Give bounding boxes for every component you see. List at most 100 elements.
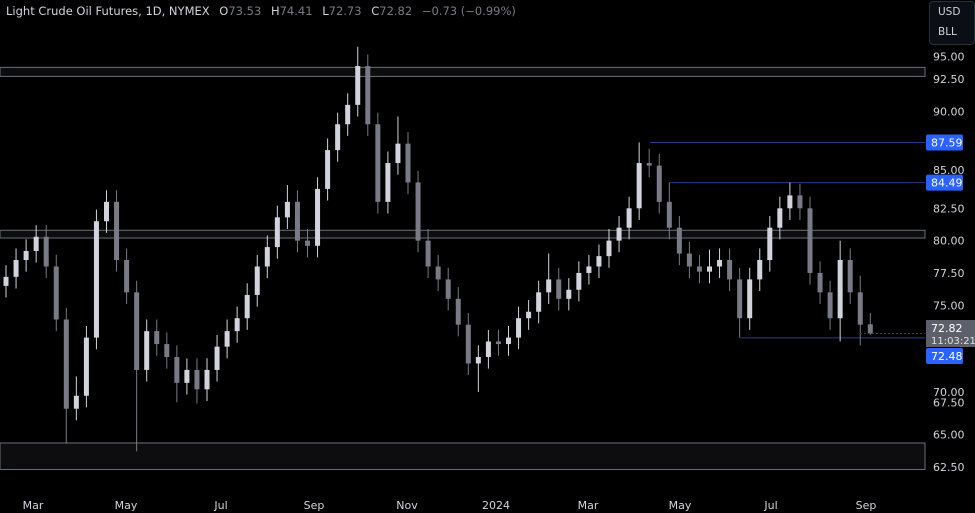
candle-body — [536, 292, 542, 312]
candle-body — [365, 66, 371, 125]
candle-body — [867, 324, 873, 334]
x-axis-tick-label: 2024 — [482, 499, 510, 512]
candle-body — [767, 227, 773, 261]
candle-body — [606, 240, 612, 257]
close-value: 72.82 — [379, 4, 413, 18]
candle-body — [345, 104, 351, 125]
y-axis-tick-label: 75.00 — [933, 299, 965, 312]
candle-body — [485, 341, 491, 357]
x-axis-tick-label: May — [669, 499, 692, 512]
candle-body — [385, 163, 391, 202]
candle-body — [777, 208, 783, 228]
high-value: 74.41 — [279, 4, 313, 18]
candle-body — [666, 201, 672, 228]
candle-body — [495, 341, 501, 345]
candle-body — [676, 227, 682, 254]
candle-body — [104, 201, 109, 222]
candle-body — [325, 150, 331, 189]
candle-body — [224, 331, 230, 347]
x-axis-tick-label: Nov — [396, 499, 418, 512]
candle-body — [455, 298, 461, 325]
candle-body — [124, 260, 130, 293]
candle-body — [857, 292, 863, 325]
candle-body — [134, 292, 140, 370]
y-axis-tick-label: 95.00 — [933, 51, 965, 64]
candle-body — [717, 260, 723, 267]
y-axis-tick-label: 67.50 — [933, 396, 965, 409]
candle-body — [465, 324, 471, 364]
candle-body — [807, 208, 813, 273]
candle-body — [405, 143, 411, 183]
candle-body — [335, 124, 341, 151]
symbol-legend: Light Crude Oil Futures, 1D, NYMEX O73.5… — [6, 4, 516, 18]
candle-body — [73, 395, 79, 409]
candle-body — [737, 279, 743, 319]
candle-body — [214, 346, 220, 370]
candle-body — [546, 279, 552, 293]
y-axis-tick-label: 92.50 — [933, 73, 965, 86]
candle-body — [144, 331, 150, 370]
candle-body — [516, 318, 522, 338]
candle-body — [284, 201, 290, 218]
candle-body — [415, 182, 421, 241]
candle-body — [576, 272, 582, 290]
candle-body — [33, 236, 39, 251]
candle-body — [294, 201, 300, 241]
candle-body — [616, 227, 622, 241]
symbol-title: Light Crude Oil Futures, 1D, NYMEX — [6, 4, 210, 18]
support-resistance-zone — [0, 442, 926, 470]
y-axis-tick-label: 77.50 — [933, 267, 965, 280]
candle-body — [355, 66, 361, 105]
candle-body — [646, 163, 652, 166]
candle-body — [83, 337, 89, 396]
level-price-tag — [926, 348, 963, 364]
y-axis-tick-label: 62.50 — [933, 461, 965, 474]
candle-body — [817, 272, 823, 293]
candle-body — [797, 195, 803, 209]
currency-unit-menu[interactable]: USD BLL — [929, 1, 975, 45]
candle-body — [234, 318, 240, 332]
high-label: H — [270, 4, 280, 18]
x-axis-tick-label: Mar — [23, 499, 44, 512]
candle-body — [174, 356, 180, 383]
candle-body — [787, 195, 793, 209]
y-axis-tick-label: 65.00 — [933, 429, 965, 442]
candle-body — [526, 311, 532, 319]
candle-body — [204, 369, 210, 390]
candle-body — [184, 369, 190, 383]
candle-body — [586, 266, 592, 273]
open-value: 73.53 — [228, 4, 262, 18]
level-price-label: 72.48 — [931, 350, 963, 363]
candle-body — [727, 260, 733, 280]
x-axis-tick-label: Sep — [304, 499, 325, 512]
y-axis-tick-label: 82.50 — [933, 202, 965, 215]
candle-body — [194, 369, 200, 390]
candle-body — [506, 337, 511, 345]
candle-body — [566, 289, 572, 299]
candle-body — [63, 319, 69, 409]
candle-body — [435, 266, 441, 280]
close-label: C — [371, 4, 380, 18]
candle-body — [53, 266, 59, 320]
candle-body — [475, 356, 481, 364]
support-resistance-zone — [0, 66, 926, 77]
candle-body — [93, 221, 99, 338]
candle-body — [425, 240, 431, 267]
candle-body — [626, 208, 632, 228]
x-axis-tick-label: May — [115, 499, 138, 512]
open-label: O — [219, 4, 229, 18]
x-axis-tick-label: Sep — [856, 499, 877, 512]
change-value: −0.73 (−0.99%) — [421, 4, 516, 18]
candle-body — [837, 260, 843, 319]
x-axis-tick-label: Jul — [213, 499, 227, 512]
currency-option[interactable]: USD — [938, 6, 961, 18]
candle-body — [556, 279, 562, 299]
candle-body — [757, 260, 763, 280]
candle-body — [244, 294, 250, 319]
unit-option[interactable]: BLL — [938, 26, 957, 38]
level-price-tag — [926, 174, 963, 191]
candle-body — [656, 165, 662, 202]
candle-body — [43, 236, 49, 267]
support-resistance-zone — [0, 229, 926, 239]
